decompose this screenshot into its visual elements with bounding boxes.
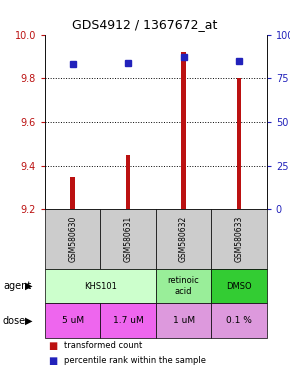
Text: ▶: ▶ bbox=[25, 316, 33, 326]
Text: ■: ■ bbox=[48, 341, 57, 351]
Text: ■: ■ bbox=[48, 356, 57, 366]
Bar bbox=[181, 52, 186, 209]
Text: retinoic
acid: retinoic acid bbox=[168, 276, 200, 296]
Text: agent: agent bbox=[3, 281, 31, 291]
Text: GSM580630: GSM580630 bbox=[68, 216, 77, 262]
Text: 0.1 %: 0.1 % bbox=[226, 316, 252, 325]
Text: 1.7 uM: 1.7 uM bbox=[113, 316, 144, 325]
Text: GSM580631: GSM580631 bbox=[124, 216, 133, 262]
Text: GSM580632: GSM580632 bbox=[179, 216, 188, 262]
Text: 1 uM: 1 uM bbox=[173, 316, 195, 325]
Text: DMSO: DMSO bbox=[226, 281, 252, 291]
Text: 5 uM: 5 uM bbox=[61, 316, 84, 325]
Bar bbox=[70, 177, 75, 209]
Text: GDS4912 / 1367672_at: GDS4912 / 1367672_at bbox=[72, 18, 218, 31]
Text: percentile rank within the sample: percentile rank within the sample bbox=[64, 356, 206, 366]
Text: transformed count: transformed count bbox=[64, 341, 142, 350]
Text: dose: dose bbox=[3, 316, 26, 326]
Bar bbox=[237, 78, 241, 209]
Bar bbox=[126, 155, 130, 209]
Text: KHS101: KHS101 bbox=[84, 281, 117, 291]
Text: GSM580633: GSM580633 bbox=[235, 216, 244, 262]
Text: ▶: ▶ bbox=[25, 281, 33, 291]
